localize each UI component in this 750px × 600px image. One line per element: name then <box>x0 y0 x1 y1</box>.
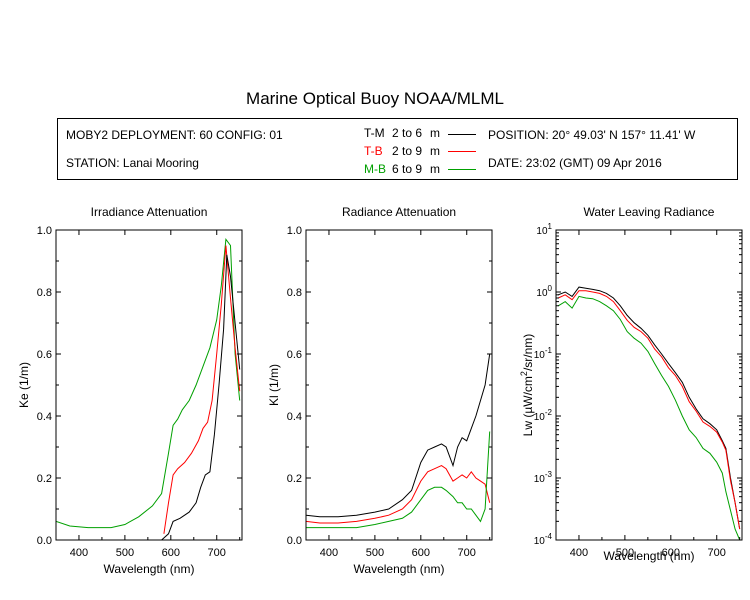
x-tick-label: 500 <box>366 547 384 559</box>
y-tick-label: 0.4 <box>287 411 302 423</box>
legend-range-mb: 6 to 9 <box>392 162 423 176</box>
chart-title: Marine Optical Buoy NOAA/MLML <box>246 89 504 108</box>
chart-panel-2: 400 500 600 700 101 100 10-1 10-2 10-3 10-4 Wavele… <box>519 222 743 563</box>
series-line-0 <box>306 353 491 518</box>
series-line-2 <box>558 295 741 540</box>
legend-unit-mb: m <box>430 162 440 176</box>
x-tick-label: 600 <box>662 547 680 559</box>
legend-code-tb: T-B <box>364 144 383 158</box>
y-tick-label: 10-2 <box>534 408 553 423</box>
series-line-1 <box>306 465 491 524</box>
legend-range-tb: 2 to 9 <box>392 144 423 158</box>
y-tick-label: 0.8 <box>287 287 302 299</box>
legend-unit-tb: m <box>430 144 440 158</box>
y-tick-label: 0.0 <box>287 535 302 547</box>
series-line-0 <box>558 286 741 530</box>
y-tick-label: 10-3 <box>534 470 553 485</box>
series-line-1 <box>163 245 241 534</box>
plot-frame <box>305 229 493 541</box>
x-tick-label: 700 <box>708 547 726 559</box>
x-tick-label: 400 <box>70 547 88 559</box>
y-tick-label: 0.8 <box>37 287 52 299</box>
x-tick-label: 500 <box>616 547 634 559</box>
series-line-2 <box>161 254 241 540</box>
legend-line-mb <box>448 169 476 170</box>
x-axis-label: Wavelength (nm) <box>604 549 695 563</box>
plot-frame <box>555 229 743 541</box>
legend-unit-tm: m <box>430 126 440 140</box>
x-tick-label: 700 <box>208 547 226 559</box>
x-tick-label: 500 <box>116 547 134 559</box>
y-tick-label: 101 <box>536 222 552 237</box>
y-tick-label: 10-1 <box>534 346 553 361</box>
y-tick-label: 0.0 <box>37 535 52 547</box>
y-tick-label: 0.2 <box>287 473 302 485</box>
x-tick-label: 600 <box>412 547 430 559</box>
date-text: DATE: 23:02 (GMT) 09 Apr 2016 <box>488 156 662 170</box>
y-tick-label: 0.2 <box>37 473 52 485</box>
legend-range-tm: 2 to 6 <box>392 126 423 140</box>
x-axis-label: Wavelength (nm) <box>354 562 445 576</box>
series-line-0 <box>56 237 241 529</box>
y-tick-label: 1.0 <box>287 225 302 237</box>
y-tick-label: 100 <box>536 284 552 299</box>
chart-panel-1: 400 500 600 700 0.0 0.2 0.4 0.6 0.8 1.0 Wavelength… <box>267 225 493 576</box>
chart-panel-0: 400 500 600 700 0.0 0.2 0.4 0.6 0.8 1.0 Wavelength… <box>17 225 243 576</box>
position-text: POSITION: 20° 49.03' N 157° 11.41' W <box>488 128 696 142</box>
y-tick-label: 1.0 <box>37 225 52 237</box>
legend-code-tm: T-M <box>364 126 385 140</box>
x-axis-label: Wavelength (nm) <box>104 562 195 576</box>
info-box: MOBY2 DEPLOYMENT: 60 CONFIG: 01 STATION:… <box>57 118 738 180</box>
plot-title-radiance: Radiance Attenuation <box>341 205 457 219</box>
y-tick-label: 0.4 <box>37 411 52 423</box>
deployment-text: MOBY2 DEPLOYMENT: 60 CONFIG: 01 <box>66 128 283 142</box>
legend-line-tb <box>448 151 476 152</box>
series-line-2 <box>306 431 491 529</box>
x-tick-label: 600 <box>162 547 180 559</box>
y-tick-label: 0.6 <box>287 349 302 361</box>
y-axis-label: Lw (µW/cm2/sr/nm) <box>519 334 535 437</box>
plot-title-irradiance: Irradiance Attenuation <box>90 205 208 219</box>
plot-title-water-leaving: Water Leaving Radiance <box>583 205 715 219</box>
x-tick-label: 700 <box>458 547 476 559</box>
legend-code-mb: M-B <box>364 162 386 176</box>
y-tick-label: 10-4 <box>534 532 553 547</box>
x-tick-label: 400 <box>570 547 588 559</box>
station-text: STATION: Lanai Mooring <box>66 156 199 170</box>
y-tick-label: 0.6 <box>37 349 52 361</box>
y-axis-label: Kl (1/m) <box>267 364 281 406</box>
series-line-1 <box>558 290 741 530</box>
y-axis-label: Ke (1/m) <box>17 362 31 408</box>
legend-line-tm <box>448 134 476 135</box>
x-tick-label: 400 <box>320 547 338 559</box>
